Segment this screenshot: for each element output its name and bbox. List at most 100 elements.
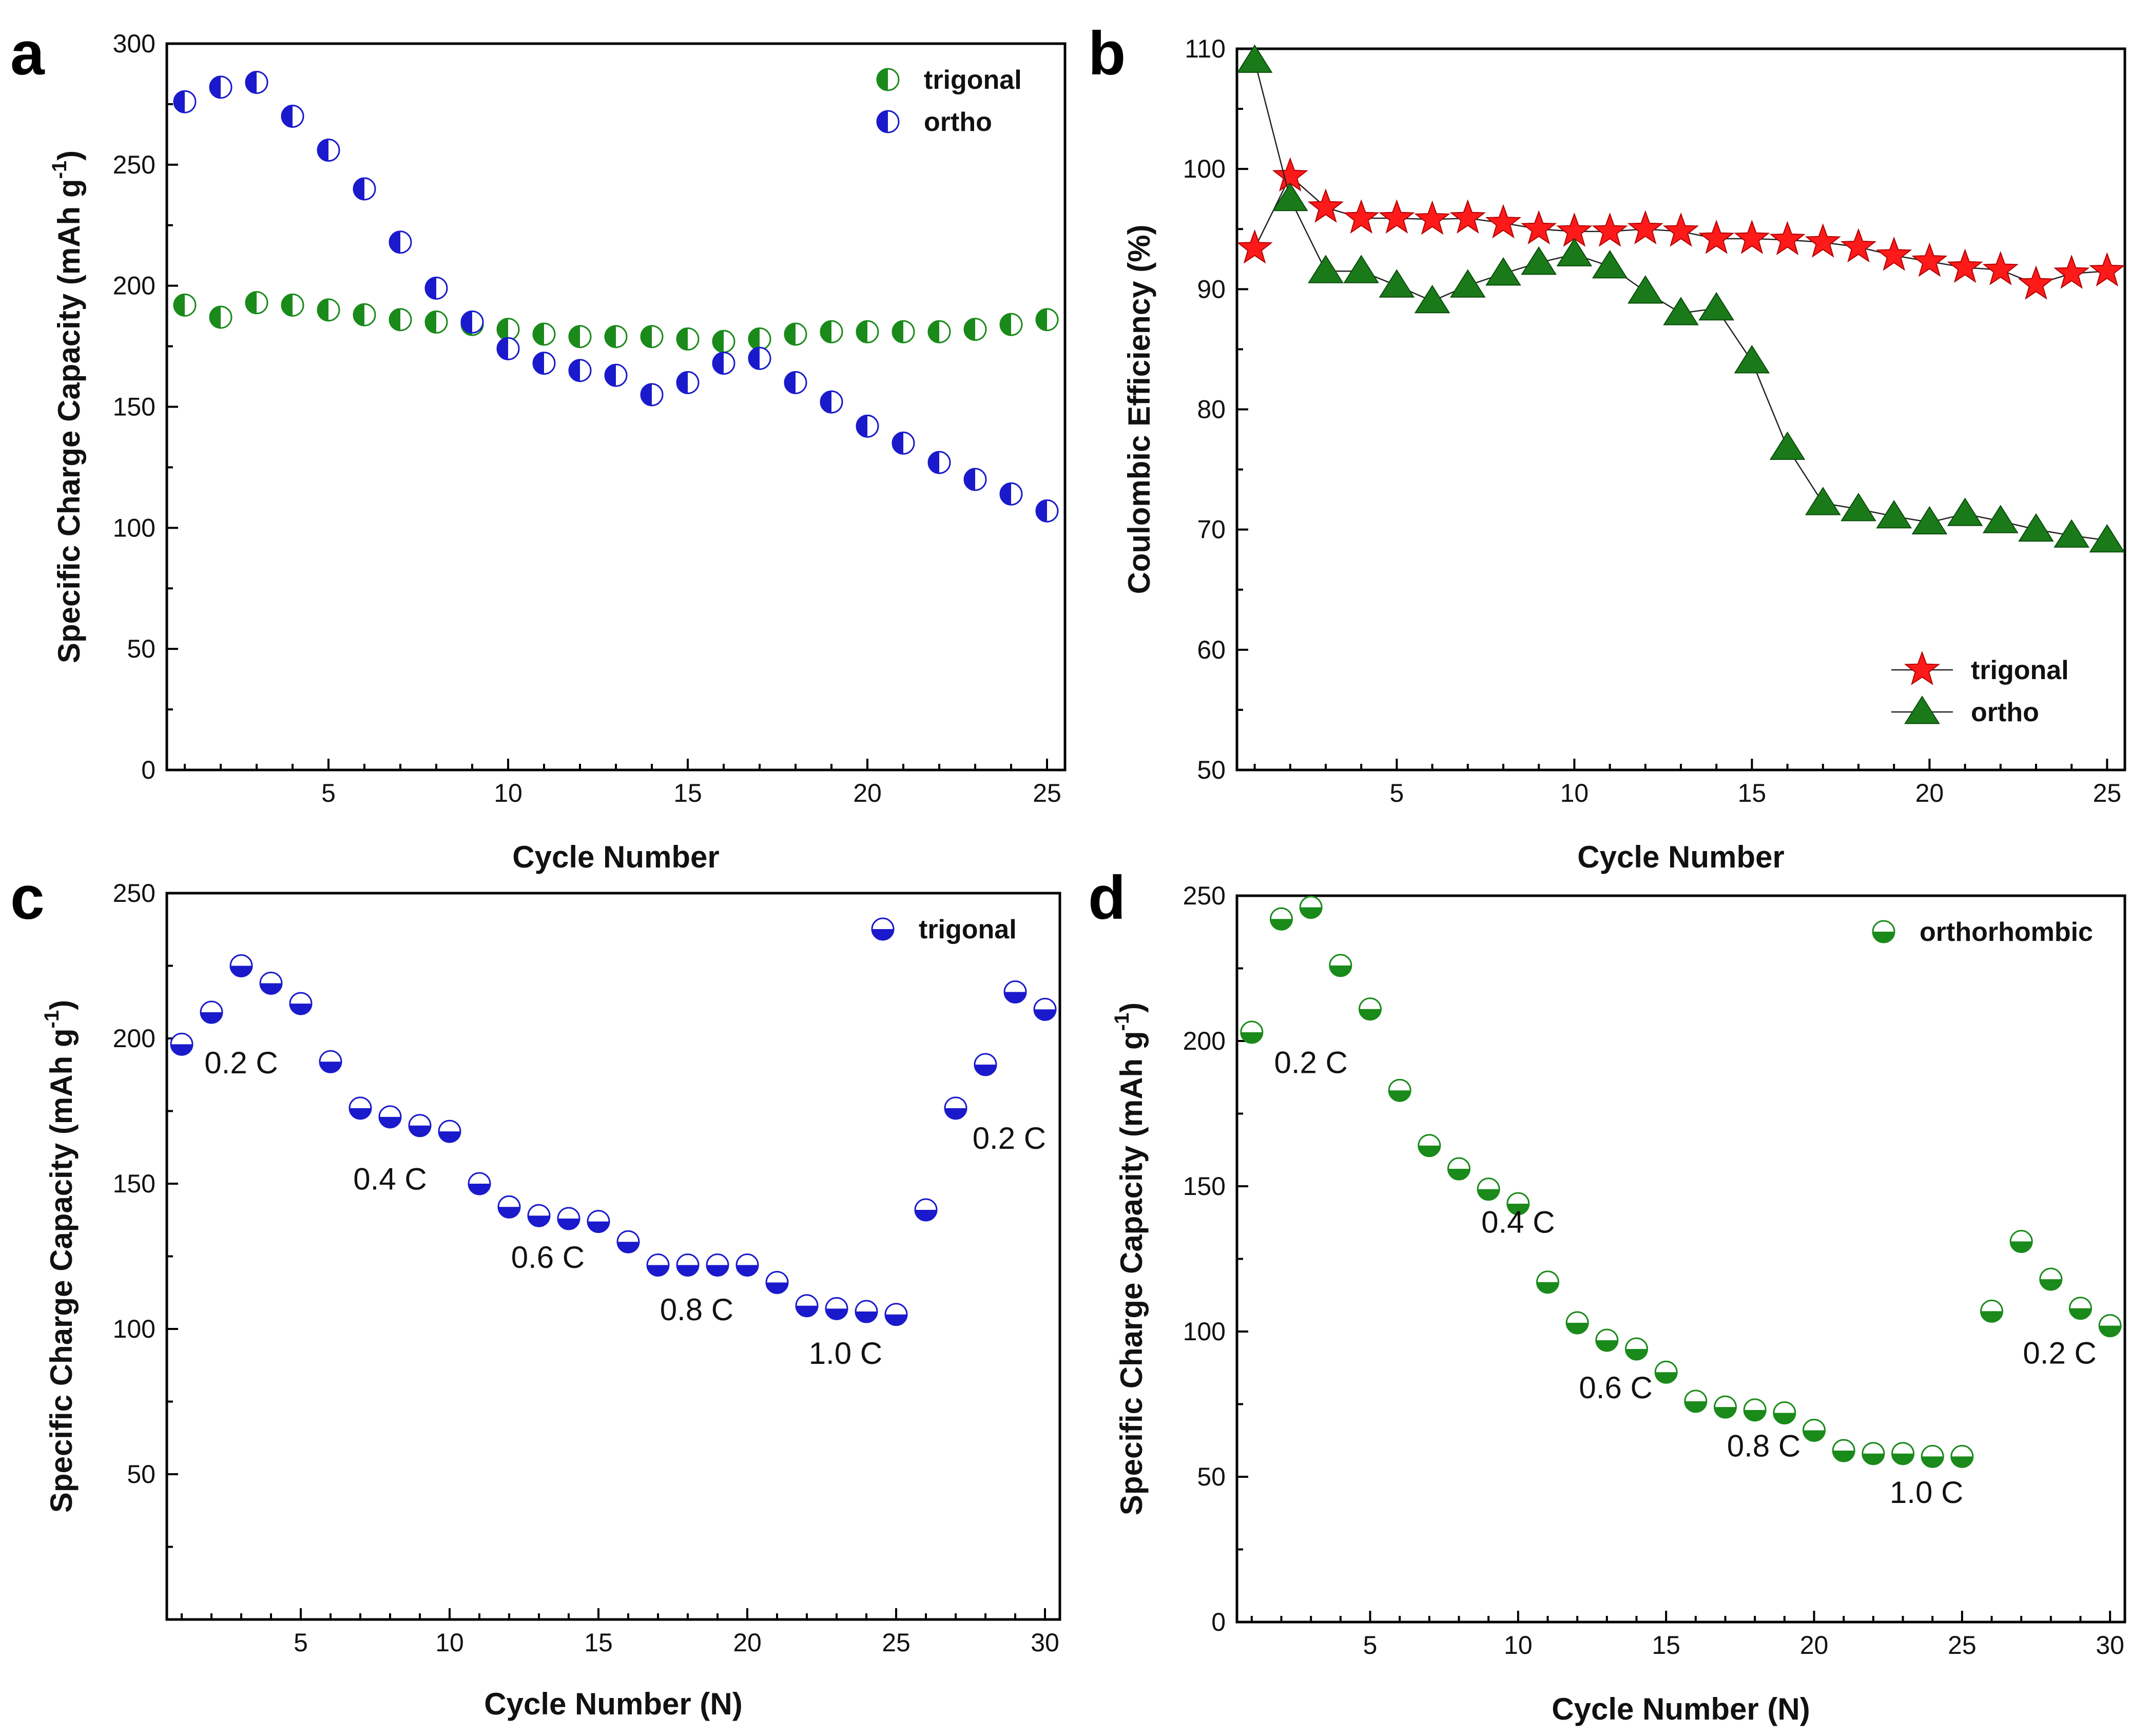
data-point-trigonal xyxy=(1414,200,1450,235)
data-point-ortho xyxy=(1449,269,1486,298)
data-point-trigonal xyxy=(974,1053,997,1076)
data-point-trigonal xyxy=(1840,228,1877,263)
x-tick-label: 10 xyxy=(1504,1631,1533,1660)
data-point-ortho xyxy=(604,363,628,387)
data-point-orthorhombic xyxy=(1773,1401,1796,1424)
data-point-trigonal xyxy=(1003,980,1027,1004)
data-point-trigonal xyxy=(281,293,304,317)
data-point-trigonal xyxy=(317,298,340,322)
data-point-trigonal xyxy=(378,1105,402,1129)
rate-annotation: 1.0 C xyxy=(1890,1475,1963,1510)
data-point-orthorhombic xyxy=(1684,1390,1708,1413)
y-tick-label: 50 xyxy=(1197,1462,1226,1491)
data-point-ortho xyxy=(1698,292,1735,321)
y-tick-label: 200 xyxy=(113,272,156,300)
legend-marker-ortho xyxy=(876,110,900,133)
data-point-trigonal xyxy=(1449,199,1486,234)
data-point-trigonal xyxy=(289,992,313,1015)
y-tick-label: 70 xyxy=(1197,515,1226,544)
data-point-ortho xyxy=(173,90,197,113)
data-point-ortho xyxy=(856,414,879,438)
data-point-ortho xyxy=(532,352,556,375)
data-point-trigonal xyxy=(735,1253,759,1277)
legend-label-ortho: ortho xyxy=(1971,698,2039,727)
data-point-trigonal xyxy=(1769,221,1806,256)
data-point-ortho xyxy=(1947,497,1983,526)
data-point-trigonal xyxy=(209,305,233,329)
data-point-ortho xyxy=(1485,257,1521,286)
data-point-trigonal xyxy=(825,1297,848,1320)
data-point-ortho xyxy=(281,105,304,128)
data-point-ortho xyxy=(2018,513,2054,542)
data-point-orthorhombic xyxy=(2069,1297,2092,1320)
data-point-orthorhombic xyxy=(2039,1267,2063,1291)
data-point-orthorhombic xyxy=(1625,1337,1648,1361)
data-point-ortho xyxy=(1414,284,1450,314)
x-tick-label: 20 xyxy=(733,1628,762,1657)
panel-letter-d: d xyxy=(1088,863,1126,932)
x-tick-label: 20 xyxy=(1915,779,1944,807)
data-point-ortho xyxy=(245,70,268,94)
data-point-orthorhombic xyxy=(1595,1328,1619,1352)
data-point-trigonal xyxy=(884,1303,908,1326)
data-point-trigonal xyxy=(527,1204,551,1227)
data-point-ortho xyxy=(2089,524,2125,553)
legend-marker-trigonal xyxy=(871,917,895,941)
data-point-trigonal xyxy=(676,327,700,351)
data-point-trigonal xyxy=(568,325,592,349)
data-point-trigonal xyxy=(1592,212,1628,247)
x-tick-label: 10 xyxy=(1560,779,1589,807)
y-tick-label: 100 xyxy=(113,513,156,542)
data-point-trigonal xyxy=(1947,248,1983,283)
data-point-trigonal xyxy=(1805,223,1841,258)
legend-label-trigonal: trigonal xyxy=(919,915,1017,944)
data-point-trigonal xyxy=(676,1253,700,1277)
data-point-trigonal xyxy=(587,1210,610,1233)
data-point-orthorhombic xyxy=(1388,1078,1411,1102)
data-point-orthorhombic xyxy=(1714,1395,1737,1419)
y-tick-label: 0 xyxy=(1211,1608,1226,1636)
data-point-ortho xyxy=(963,468,987,491)
data-point-trigonal xyxy=(604,325,628,349)
x-tick-label: 15 xyxy=(584,1628,613,1657)
data-point-trigonal xyxy=(1876,236,1912,271)
data-point-orthorhombic xyxy=(1654,1360,1678,1384)
y-tick-label: 90 xyxy=(1197,275,1226,303)
x-tick-label: 5 xyxy=(1363,1631,1378,1660)
x-axis-title: Cycle Number (N) xyxy=(484,1687,742,1721)
y-tick-label: 80 xyxy=(1197,395,1226,424)
data-point-ortho xyxy=(1379,269,1415,298)
data-point-ortho xyxy=(1982,505,2019,533)
data-point-ortho xyxy=(999,482,1023,506)
data-point-orthorhombic xyxy=(1270,907,1293,931)
data-point-trigonal xyxy=(944,1096,967,1120)
data-point-orthorhombic xyxy=(1240,1020,1264,1044)
data-point-orthorhombic xyxy=(1832,1439,1855,1462)
legend-marker-ortho xyxy=(1904,696,1940,724)
data-point-trigonal xyxy=(200,1000,223,1024)
x-tick-label: 5 xyxy=(294,1628,308,1657)
data-point-trigonal xyxy=(496,318,520,341)
y-tick-label: 200 xyxy=(1183,1027,1226,1055)
y-tick-label: 250 xyxy=(113,150,156,179)
data-point-orthorhombic xyxy=(1980,1299,2003,1323)
data-point-trigonal xyxy=(963,318,987,341)
y-axis-title: Coulombic Efficiency (%) xyxy=(1122,224,1156,594)
data-point-trigonal xyxy=(2018,265,2055,300)
data-point-trigonal xyxy=(259,971,283,995)
data-point-ortho xyxy=(424,276,448,300)
data-point-ortho xyxy=(209,75,233,99)
rate-annotation: 0.6 C xyxy=(511,1240,585,1275)
data-point-orthorhombic xyxy=(1418,1134,1441,1158)
data-point-ortho xyxy=(1769,431,1806,460)
y-axis-title: Specific Charge Capacity (mAh g-1) xyxy=(41,1000,79,1513)
panel-letter-a: a xyxy=(10,19,45,88)
y-tick-label: 50 xyxy=(127,1460,156,1489)
data-point-trigonal xyxy=(1982,250,2019,285)
plot-frame xyxy=(165,42,1067,771)
data-point-orthorhombic xyxy=(1477,1178,1500,1201)
data-point-ortho xyxy=(1805,487,1841,515)
x-tick-label: 30 xyxy=(1031,1628,1059,1657)
